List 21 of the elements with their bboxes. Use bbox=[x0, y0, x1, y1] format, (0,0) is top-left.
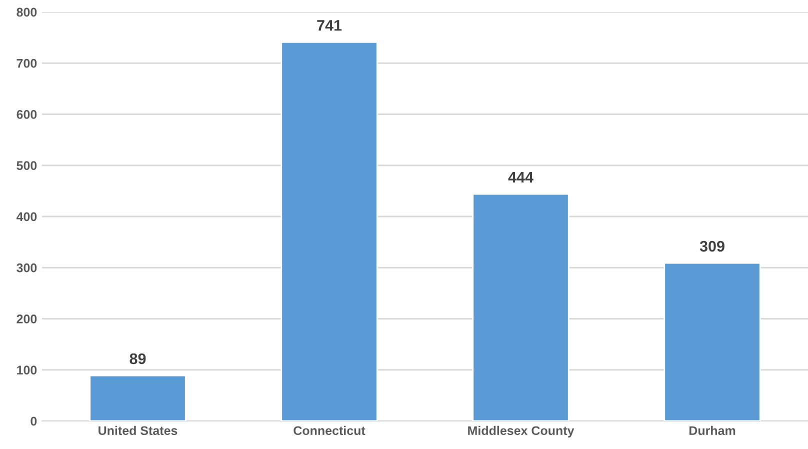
data-label: 89 bbox=[130, 353, 146, 364]
y-tick-label: 500 bbox=[16, 161, 37, 170]
bar bbox=[472, 193, 570, 421]
data-label: 309 bbox=[700, 240, 724, 252]
y-tick-label: 400 bbox=[16, 212, 37, 222]
y-tick-label: 600 bbox=[16, 110, 37, 119]
y-tick-label: 100 bbox=[17, 366, 37, 375]
data-label: 444 bbox=[508, 172, 534, 182]
bar bbox=[664, 262, 761, 421]
y-tick-label: 0 bbox=[30, 416, 37, 426]
bar bbox=[280, 41, 378, 421]
x-tick-label: Durham bbox=[689, 426, 736, 436]
y-tick-label: 700 bbox=[16, 58, 37, 68]
y-tick-label: 300 bbox=[16, 263, 37, 272]
bar bbox=[89, 374, 186, 421]
data-label: 741 bbox=[317, 20, 342, 31]
y-tick-label: 800 bbox=[16, 8, 37, 17]
x-tick-label: United States bbox=[98, 426, 178, 436]
y-tick-label: 200 bbox=[16, 314, 37, 324]
x-tick-label: Connecticut bbox=[294, 426, 366, 436]
x-tick-label: Middlesex County bbox=[468, 426, 574, 438]
